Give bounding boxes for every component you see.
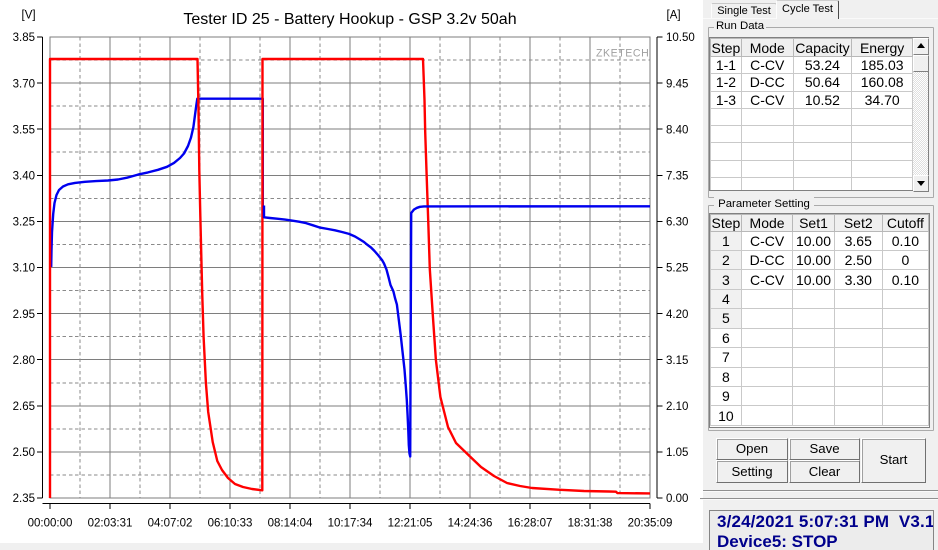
svg-text:3.85: 3.85: [13, 32, 35, 44]
svg-text:[V]: [V]: [22, 10, 36, 22]
svg-text:Tester ID 25 - Battery Hookup: Tester ID 25 - Battery Hookup - GSP 3.2v…: [183, 11, 516, 28]
svg-text:10.50: 10.50: [666, 32, 695, 44]
svg-text:06:10:33: 06:10:33: [208, 518, 253, 530]
svg-text:3.15: 3.15: [666, 355, 688, 367]
svg-text:6.30: 6.30: [666, 217, 688, 229]
svg-text:3.10: 3.10: [13, 263, 35, 275]
svg-text:3.55: 3.55: [13, 124, 35, 136]
svg-text:4.20: 4.20: [666, 309, 688, 321]
svg-text:2.50: 2.50: [13, 447, 35, 459]
svg-text:2.35: 2.35: [13, 493, 35, 505]
svg-text:12:21:05: 12:21:05: [388, 518, 433, 530]
svg-text:08:14:04: 08:14:04: [268, 518, 313, 530]
svg-text:3.40: 3.40: [13, 171, 35, 183]
svg-text:[A]: [A]: [667, 10, 681, 22]
svg-text:1.05: 1.05: [666, 447, 688, 459]
svg-text:14:24:36: 14:24:36: [448, 518, 493, 530]
svg-text:02:03:31: 02:03:31: [88, 518, 133, 530]
svg-text:9.45: 9.45: [666, 78, 688, 90]
svg-text:20:35:09: 20:35:09: [628, 518, 673, 530]
svg-text:10:17:34: 10:17:34: [328, 518, 373, 530]
svg-text:2.80: 2.80: [13, 355, 35, 367]
svg-text:8.40: 8.40: [666, 124, 688, 136]
svg-text:18:31:38: 18:31:38: [568, 518, 613, 530]
svg-text:2.95: 2.95: [13, 309, 35, 321]
svg-text:16:28:07: 16:28:07: [508, 518, 553, 530]
svg-text:2.65: 2.65: [13, 401, 35, 413]
svg-text:7.35: 7.35: [666, 171, 688, 183]
svg-text:04:07:02: 04:07:02: [148, 518, 193, 530]
svg-text:0.00: 0.00: [666, 493, 688, 505]
svg-text:5.25: 5.25: [666, 263, 688, 275]
svg-text:ZKETECH: ZKETECH: [596, 48, 649, 60]
svg-text:3.25: 3.25: [13, 217, 35, 229]
svg-text:00:00:00: 00:00:00: [28, 518, 73, 530]
svg-text:2.10: 2.10: [666, 401, 688, 413]
svg-text:3.70: 3.70: [13, 78, 35, 90]
